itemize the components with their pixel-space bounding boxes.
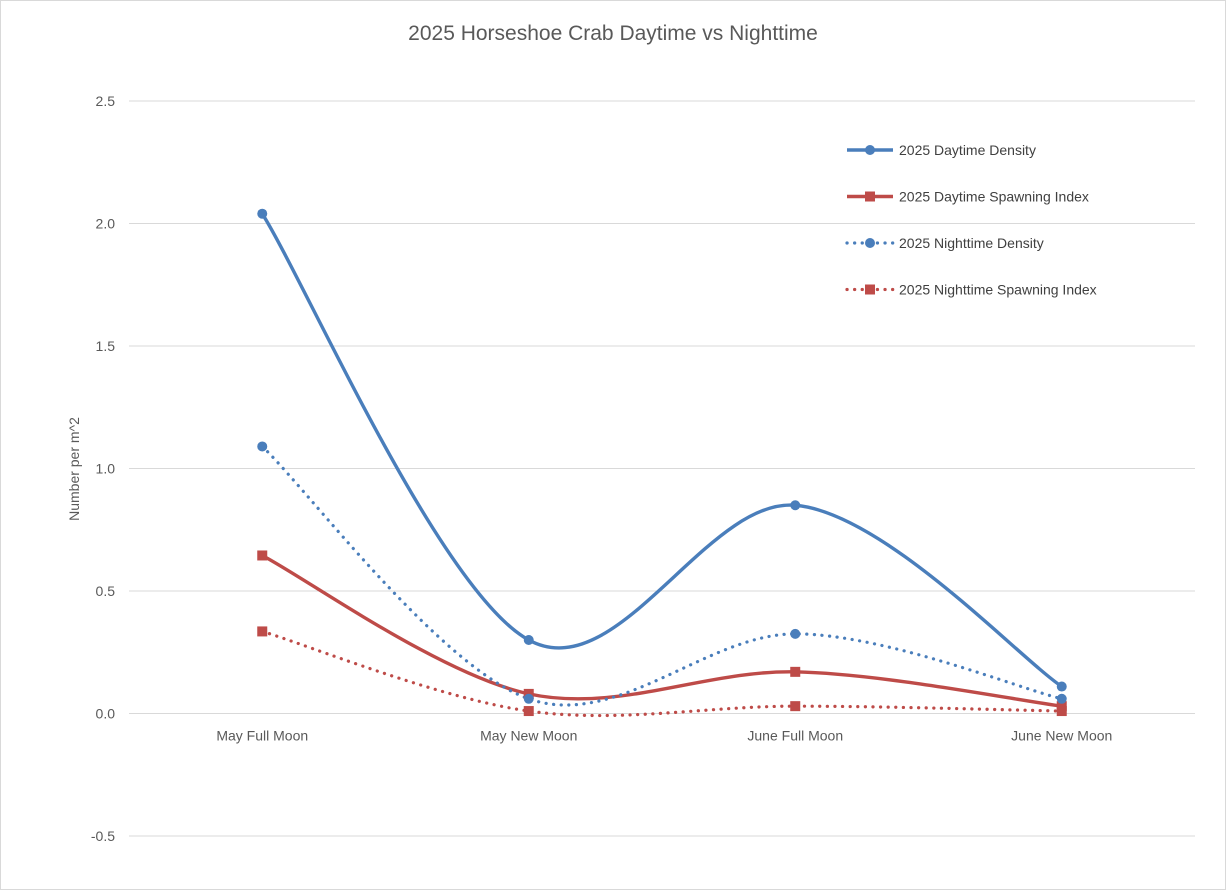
y-axis-title: Number per m^2 — [66, 417, 82, 521]
legend-marker — [865, 284, 875, 295]
data-point-marker — [790, 666, 801, 677]
x-axis-tick-labels: May Full Moon May New Moon June Full Moon J… — [216, 728, 1112, 744]
series-line-3 — [260, 444, 1064, 707]
y-tick-label: 2.5 — [96, 93, 116, 109]
x-tick-label: May Full Moon — [216, 728, 308, 744]
x-tick-label: May New Moon — [480, 728, 577, 744]
legend: 2025 Daytime Density 2025 Daytime Spawnin… — [845, 142, 1097, 298]
legend-label: 2025 Nighttime Density — [899, 235, 1044, 251]
series-line-2 — [261, 553, 1062, 708]
data-point-marker — [523, 706, 534, 717]
data-point-marker — [523, 693, 534, 704]
data-point-marker — [790, 701, 801, 712]
series-lines — [260, 212, 1064, 718]
y-axis-tick-labels: 2.5 2.0 1.5 1.0 0.5 0.0 -0.5 — [91, 93, 115, 844]
y-tick-label: 1.0 — [96, 461, 116, 477]
legend-marker — [865, 191, 875, 202]
series-markers — [257, 208, 1067, 717]
y-tick-label: 2.0 — [96, 216, 116, 232]
data-point-marker — [257, 441, 268, 452]
data-point-marker — [257, 208, 268, 219]
y-tick-label: -0.5 — [91, 828, 115, 844]
series-line-1 — [260, 212, 1063, 688]
series-line-4 — [260, 629, 1064, 718]
data-point-marker — [257, 626, 268, 637]
y-tick-label: 1.5 — [96, 338, 116, 354]
chart-title: 2025 Horseshoe Crab Daytime vs Nighttime — [408, 22, 818, 45]
data-point-marker — [257, 550, 268, 561]
data-point-marker — [523, 635, 534, 645]
x-tick-label: June New Moon — [1011, 728, 1112, 744]
legend-marker — [865, 145, 875, 155]
x-tick-label: June Full Moon — [747, 728, 843, 744]
legend-label: 2025 Daytime Density — [899, 142, 1036, 158]
data-point-marker — [1056, 706, 1067, 717]
data-point-marker — [1056, 693, 1067, 704]
data-point-marker — [790, 628, 801, 639]
legend-label: 2025 Daytime Spawning Index — [899, 189, 1089, 205]
y-tick-label: 0.0 — [96, 706, 116, 722]
legend-marker — [865, 238, 875, 248]
legend-label: 2025 Nighttime Spawning Index — [899, 282, 1097, 298]
y-tick-label: 0.5 — [96, 583, 116, 599]
data-point-marker — [790, 500, 801, 511]
data-point-marker — [1056, 681, 1067, 692]
gridlines — [129, 100, 1195, 837]
